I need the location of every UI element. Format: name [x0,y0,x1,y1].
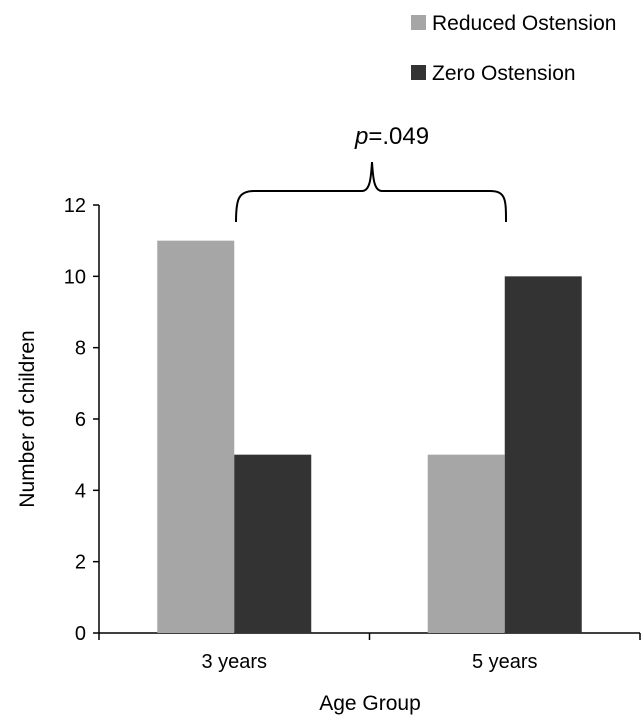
y-tick-label: 4 [75,480,86,502]
y-tick-label: 8 [75,338,86,360]
bar-reduced-ostension-5-years [427,454,505,633]
bar-reduced-ostension-3-years [157,240,235,633]
x-axis-title: Age Group [319,692,421,715]
p-value-number: =.049 [368,123,429,150]
y-tick-label: 10 [64,266,86,288]
y-tick-label: 2 [75,552,86,574]
y-tick-label: 0 [75,623,86,645]
x-tick-label: 3 years [201,651,267,673]
x-tick-label: 5 years [472,651,538,673]
x-axis: 3 years 5 years [98,632,641,673]
p-value-label: p=.049 [354,123,429,150]
legend-swatch-reduced-ostension [411,15,426,30]
bars [157,240,582,633]
y-axis-title: Number of children [16,330,39,507]
bar-zero-ostension-5-years [504,276,582,633]
legend: Reduced Ostension Zero Ostension [411,12,616,85]
significance-brace [235,161,507,223]
legend-swatch-zero-ostension [411,65,426,80]
y-tick-label: 12 [64,195,86,217]
p-value-symbol: p [354,123,368,150]
legend-label-reduced-ostension: Reduced Ostension [432,12,616,35]
bar-zero-ostension-3-years [234,454,312,633]
y-tick-label: 6 [75,409,86,431]
x-ticks: 3 years 5 years [98,633,641,673]
y-axis: 0 2 4 6 8 10 12 [64,195,100,645]
significance-annotation: p=.049 [235,123,507,223]
legend-label-zero-ostension: Zero Ostension [432,62,576,85]
y-ticks: 0 2 4 6 8 10 12 [64,195,99,645]
